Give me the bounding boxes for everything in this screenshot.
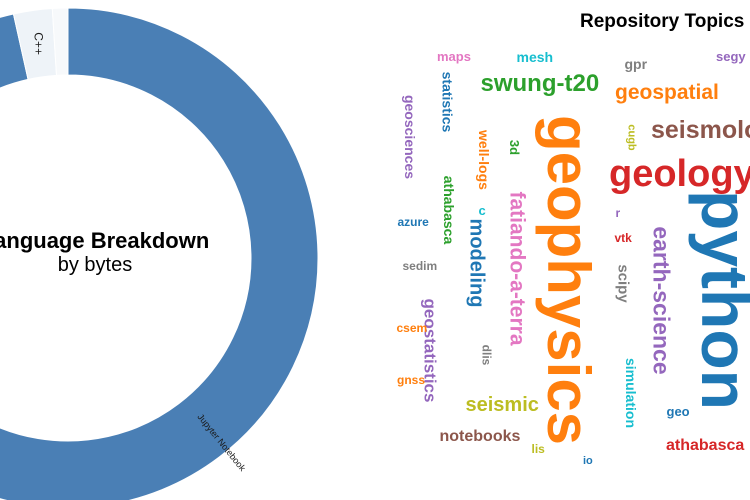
topic-word[interactable]: gpr	[624, 56, 648, 72]
topic-word[interactable]: segy	[716, 48, 746, 64]
topic-word[interactable]: maps	[437, 48, 471, 64]
topic-word[interactable]: cugb	[625, 123, 638, 151]
donut-label-c-: C++	[31, 32, 45, 55]
topic-word[interactable]: python	[687, 190, 750, 410]
topic-word[interactable]: scipy	[614, 263, 632, 303]
topic-word[interactable]: dlis	[478, 344, 493, 366]
donut-subtitle: by bytes	[57, 254, 133, 276]
topic-word[interactable]: athabasca	[441, 175, 458, 245]
language-donut-chart: Jupyter Notebook C++ Language Breakdown b…	[0, 7, 319, 500]
topic-word[interactable]: swung-t20	[480, 70, 600, 97]
topic-word[interactable]: geospatial	[615, 80, 719, 104]
donut-slice-python[interactable]	[51, 7, 69, 76]
topic-word[interactable]: mesh	[516, 49, 554, 65]
topic-word[interactable]: sedim	[402, 259, 438, 273]
topic-word[interactable]: statistics	[438, 71, 455, 133]
word-cloud-title: Repository Topics	[580, 11, 745, 32]
topic-word[interactable]: io	[583, 454, 593, 467]
topic-word[interactable]: azure	[397, 215, 429, 229]
topic-word[interactable]: modeling	[464, 218, 487, 308]
topic-word[interactable]: simulation	[623, 357, 640, 429]
topic-word[interactable]: seismic	[465, 394, 539, 416]
topic-word[interactable]: r	[615, 206, 621, 220]
topic-word[interactable]: geosciences	[402, 94, 419, 180]
topic-word[interactable]: lis	[531, 442, 545, 456]
donut-slice-jupyter-notebook[interactable]	[0, 7, 319, 500]
topic-word[interactable]: geo	[666, 403, 690, 419]
topic-word[interactable]: c	[478, 202, 486, 218]
topic-word[interactable]: 3d	[506, 139, 522, 155]
topic-word[interactable]: well-logs	[475, 130, 492, 190]
topic-word[interactable]: athabasca	[666, 437, 745, 454]
topic-word[interactable]: fatiando-a-terra	[505, 190, 529, 346]
topic-word[interactable]: csem	[396, 321, 428, 335]
topic-word[interactable]: gnss	[397, 373, 426, 387]
topic-word[interactable]: geology	[609, 153, 750, 195]
topic-word[interactable]: earth-science	[648, 225, 675, 375]
topic-word[interactable]: seismology	[651, 115, 750, 144]
topics-word-cloud: Repository Topics geophysics python geolog…	[390, 0, 750, 500]
topic-word[interactable]: vtk	[614, 231, 632, 245]
topic-word[interactable]: notebooks	[439, 428, 521, 445]
topic-word[interactable]: geophysics	[535, 114, 603, 446]
donut-title: Language Breakdown	[0, 228, 210, 253]
